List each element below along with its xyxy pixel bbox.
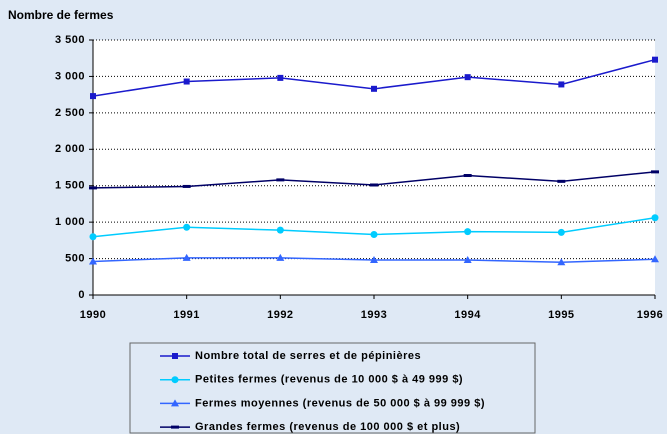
y-tick-label: 3 500	[55, 34, 85, 46]
marker	[370, 183, 378, 187]
marker	[370, 256, 378, 264]
marker	[89, 186, 97, 190]
marker	[558, 81, 565, 88]
y-tick-label: 1 000	[55, 216, 85, 228]
marker	[464, 228, 472, 236]
marker	[464, 74, 471, 81]
x-tick-label: 1995	[548, 309, 574, 321]
marker	[183, 78, 190, 85]
marker	[370, 231, 378, 239]
marker	[276, 178, 285, 182]
legend-label: Nombre total de serres et de pépinières	[195, 350, 421, 362]
x-tick-label: 1992	[267, 309, 293, 321]
x-tick-label: 1993	[361, 309, 387, 321]
marker	[183, 223, 191, 231]
marker	[89, 233, 97, 241]
y-tick-label: 3 000	[55, 70, 85, 82]
marker	[171, 399, 179, 407]
marker	[557, 228, 565, 236]
x-tick-label: 1990	[80, 309, 106, 321]
marker	[277, 74, 284, 81]
marker	[557, 258, 566, 266]
marker	[182, 184, 191, 188]
legend-label: Grandes fermes (revenus de 100 000 $ et …	[195, 421, 460, 433]
marker	[652, 56, 658, 63]
marker	[651, 170, 659, 174]
marker	[651, 214, 659, 222]
marker	[172, 353, 178, 359]
marker	[89, 257, 97, 265]
marker	[171, 425, 179, 429]
x-tick-label: 1991	[173, 309, 199, 321]
y-tick-label: 0	[78, 289, 85, 301]
marker	[463, 174, 472, 178]
marker	[557, 179, 566, 183]
y-axis-title: Nombre de fermes	[8, 8, 114, 22]
marker	[182, 253, 191, 261]
marker	[371, 85, 377, 92]
y-tick-label: 2 000	[55, 143, 85, 155]
y-tick-label: 1 500	[55, 180, 85, 192]
marker	[171, 376, 179, 384]
x-tick-label: 1994	[454, 309, 481, 321]
legend-label: Petites fermes (revenus de 10 000 $ à 49…	[195, 374, 463, 386]
marker	[651, 255, 659, 263]
marker	[90, 93, 96, 100]
legend	[129, 342, 536, 434]
legend-label: Fermes moyennes (revenus de 50 000 $ à 9…	[195, 397, 485, 409]
marker	[276, 226, 284, 234]
marker	[276, 253, 285, 261]
y-tick-label: 500	[65, 252, 85, 264]
y-tick-label: 2 500	[55, 107, 85, 119]
x-tick-label: 1996	[637, 309, 663, 321]
marker	[463, 256, 472, 264]
